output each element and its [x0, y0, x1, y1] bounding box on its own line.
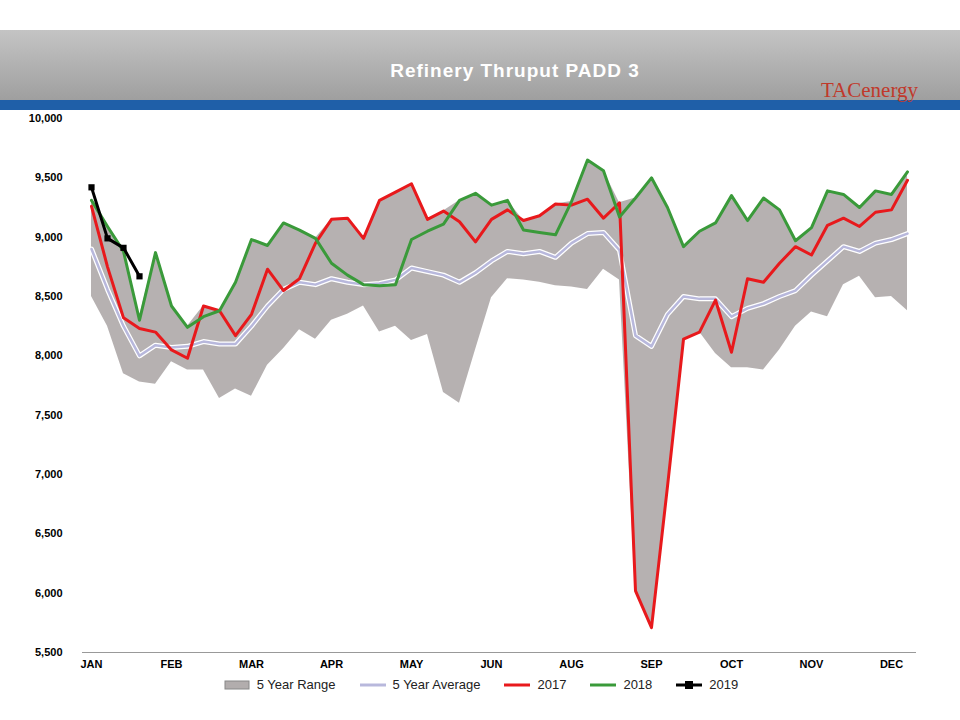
svg-text:8,500: 8,500	[35, 290, 63, 302]
svg-text:10,000: 10,000	[29, 112, 63, 124]
html-text:5 Year Range: 5 Year Range	[256, 677, 336, 692]
html-text:Refinery Thruput PADD 3: Refinery Thruput PADD 3	[390, 60, 640, 81]
svg-text:FEB: FEB	[161, 658, 183, 670]
svg-text:8,000: 8,000	[35, 349, 63, 361]
svg-text:OCT: OCT	[720, 658, 744, 670]
html-text:2018: 2018	[623, 677, 653, 692]
svg-text:6,500: 6,500	[35, 527, 63, 539]
svg-text:NOV: NOV	[800, 658, 825, 670]
html-text:2019: 2019	[709, 677, 739, 692]
svg-text:JAN: JAN	[80, 658, 102, 670]
html-text:5 Year Average: 5 Year Average	[392, 677, 481, 692]
svg-text:9,500: 9,500	[35, 171, 63, 183]
svg-text:9,000: 9,000	[35, 231, 63, 243]
svg-text:SEP: SEP	[640, 658, 662, 670]
svg-text:MAY: MAY	[400, 658, 424, 670]
svg-text:APR: APR	[320, 658, 343, 670]
svg-text:5,500: 5,500	[35, 646, 63, 658]
svg-text:6,000: 6,000	[35, 587, 63, 599]
html-text:TACenergy: TACenergy	[820, 78, 918, 102]
svg-text:DEC: DEC	[880, 658, 903, 670]
svg-text:JUN: JUN	[480, 658, 502, 670]
svg-text:7,000: 7,000	[35, 468, 63, 480]
svg-text:7,500: 7,500	[35, 409, 63, 421]
svg-text:AUG: AUG	[559, 658, 583, 670]
html-text:2017: 2017	[537, 677, 567, 692]
svg-text:MAR: MAR	[239, 658, 264, 670]
